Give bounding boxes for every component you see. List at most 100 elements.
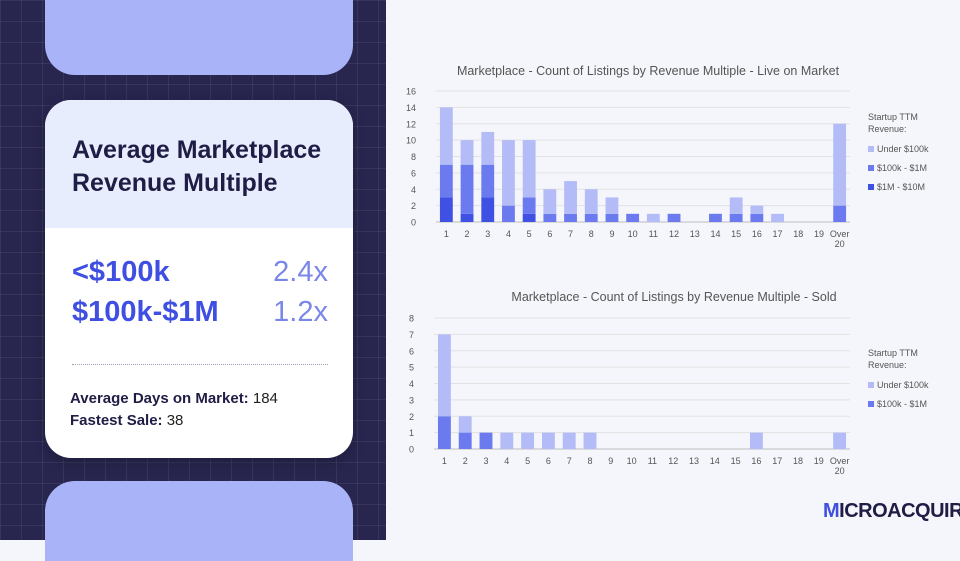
x-tick-label: 6 bbox=[546, 456, 551, 466]
chart-title: Marketplace - Count of Listings by Reven… bbox=[511, 290, 836, 304]
x-tick-label: Over bbox=[830, 229, 850, 239]
legend-title: Revenue: bbox=[868, 124, 907, 134]
bar-segment bbox=[481, 131, 495, 165]
bar-segment bbox=[502, 205, 515, 222]
bar-segment bbox=[502, 140, 515, 206]
bar-segment bbox=[667, 213, 681, 222]
bar-segment bbox=[460, 140, 474, 165]
x-tick-label: 16 bbox=[751, 456, 761, 466]
legend-label: Under $100k bbox=[877, 380, 929, 390]
x-tick-label: 19 bbox=[814, 229, 824, 239]
bar-segment bbox=[439, 164, 453, 198]
legend-label: $100k - $1M bbox=[877, 163, 927, 173]
bar-segment bbox=[437, 334, 451, 417]
bar-segment bbox=[833, 205, 847, 222]
x-tick-label: 1 bbox=[444, 229, 449, 239]
bar-segment bbox=[729, 197, 743, 214]
legend-swatch bbox=[868, 382, 874, 388]
x-tick-label: 1 bbox=[442, 456, 447, 466]
y-tick-label: 0 bbox=[411, 218, 416, 228]
x-tick-label: 12 bbox=[669, 229, 679, 239]
bar-segment bbox=[605, 197, 619, 214]
fastest-sale-stat: Fastest Sale: 38 bbox=[70, 412, 183, 429]
x-tick-label: 9 bbox=[608, 456, 613, 466]
y-tick-label: 0 bbox=[409, 445, 414, 455]
left-panel: Average Marketplace Revenue Multiple <$1… bbox=[0, 0, 386, 561]
y-tick-label: 7 bbox=[409, 330, 414, 340]
x-tick-label: 20 bbox=[835, 239, 845, 249]
x-tick-label: 11 bbox=[649, 229, 658, 239]
x-tick-label: 2 bbox=[463, 456, 468, 466]
bar-segment bbox=[543, 213, 557, 222]
decorative-block-top bbox=[45, 0, 353, 75]
multiple-row-100k-1m: $100k-$1M 1.2x bbox=[72, 296, 328, 332]
legend-title: Startup TTM bbox=[868, 112, 918, 122]
legend-title: Startup TTM bbox=[868, 348, 918, 358]
x-tick-label: 18 bbox=[793, 229, 803, 239]
bar-segment bbox=[833, 432, 847, 449]
multiple-label: <$100k bbox=[72, 256, 170, 288]
avg-days-label: Average Days on Market: bbox=[70, 390, 249, 407]
y-tick-label: 2 bbox=[409, 412, 414, 422]
bar-segment bbox=[750, 205, 764, 214]
logo-letter-m: M bbox=[823, 500, 840, 522]
fastest-sale-label: Fastest Sale: bbox=[70, 412, 163, 429]
y-tick-label: 8 bbox=[411, 152, 416, 162]
y-tick-label: 10 bbox=[406, 136, 416, 146]
bar-segment bbox=[522, 140, 536, 198]
bar-segment bbox=[771, 213, 784, 222]
bar-segment bbox=[564, 213, 577, 222]
x-tick-label: 2 bbox=[465, 229, 470, 239]
bar-segment bbox=[522, 197, 536, 214]
bar-segment bbox=[605, 213, 619, 222]
y-tick-label: 14 bbox=[406, 103, 416, 113]
x-tick-label: 14 bbox=[710, 229, 720, 239]
bar-segment bbox=[481, 164, 495, 198]
bar-segment bbox=[460, 213, 474, 222]
x-tick-label: 5 bbox=[527, 229, 532, 239]
x-tick-label: 19 bbox=[814, 456, 824, 466]
x-tick-label: Over bbox=[830, 456, 850, 466]
x-tick-label: 8 bbox=[589, 229, 594, 239]
bar-segment bbox=[541, 432, 555, 449]
y-tick-label: 4 bbox=[411, 185, 416, 195]
chart-area: Marketplace - Count of Listings by Reven… bbox=[406, 64, 929, 476]
multiple-row-under-100k: <$100k 2.4x bbox=[72, 256, 328, 292]
x-tick-label: 20 bbox=[835, 466, 845, 476]
multiple-value: 1.2x bbox=[273, 296, 328, 328]
y-tick-label: 3 bbox=[409, 395, 414, 405]
bar-segment bbox=[439, 107, 453, 165]
bar-segment bbox=[584, 213, 598, 222]
bar-segment bbox=[584, 189, 598, 214]
bar-segment bbox=[626, 213, 640, 222]
card-title: Average Marketplace Revenue Multiple bbox=[72, 136, 322, 197]
x-tick-label: 14 bbox=[710, 456, 720, 466]
x-tick-label: 10 bbox=[627, 456, 637, 466]
y-tick-label: 6 bbox=[411, 168, 416, 178]
decorative-block-bottom bbox=[45, 481, 353, 561]
multiple-value: 2.4x bbox=[273, 256, 328, 288]
y-tick-label: 5 bbox=[409, 363, 414, 373]
y-tick-label: 16 bbox=[406, 87, 416, 97]
x-tick-label: 11 bbox=[648, 456, 657, 466]
y-tick-label: 2 bbox=[411, 201, 416, 211]
bar-segment bbox=[833, 123, 847, 206]
x-tick-label: 5 bbox=[525, 456, 530, 466]
bar-segment bbox=[481, 197, 495, 222]
legend-label: $1M - $10M bbox=[877, 182, 925, 192]
card-header: Average Marketplace Revenue Multiple bbox=[45, 100, 353, 228]
x-tick-label: 9 bbox=[609, 229, 614, 239]
legend-label: $100k - $1M bbox=[877, 399, 927, 409]
x-tick-label: 7 bbox=[568, 229, 573, 239]
bar-segment bbox=[564, 181, 577, 214]
logo-wordmark: ICROACQUIRE bbox=[839, 500, 960, 522]
bar-segment bbox=[479, 432, 493, 449]
x-tick-label: 4 bbox=[506, 229, 511, 239]
summary-card: Average Marketplace Revenue Multiple <$1… bbox=[45, 100, 353, 458]
divider bbox=[72, 364, 328, 365]
bar-segment bbox=[500, 432, 514, 449]
bar-segment bbox=[729, 213, 743, 222]
x-tick-label: 3 bbox=[485, 229, 490, 239]
legend-label: Under $100k bbox=[877, 144, 929, 154]
bar-segment bbox=[543, 189, 557, 214]
